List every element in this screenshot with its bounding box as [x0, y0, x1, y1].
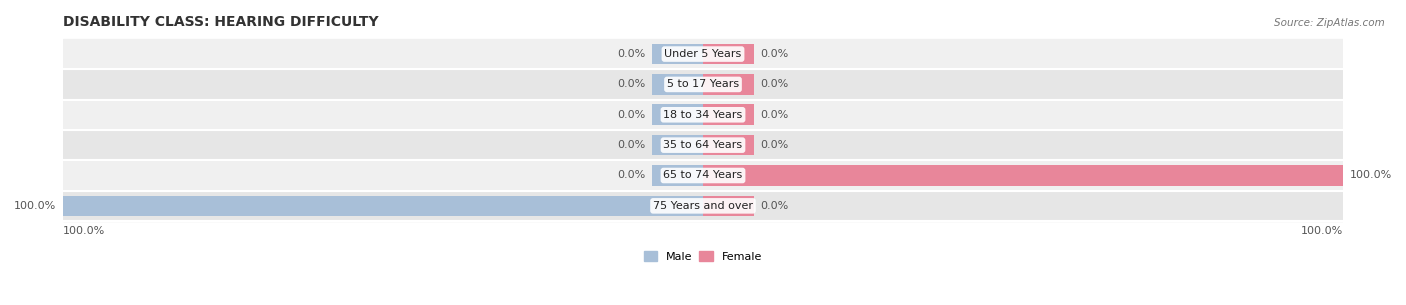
Bar	[63, 196, 703, 216]
Bar	[63, 160, 1343, 191]
Bar	[63, 191, 1343, 221]
Bar	[652, 74, 703, 95]
Text: 5 to 17 Years: 5 to 17 Years	[666, 79, 740, 89]
Text: 100.0%: 100.0%	[1301, 226, 1343, 235]
Bar	[63, 130, 1343, 160]
Bar	[703, 196, 754, 216]
Bar	[703, 104, 754, 125]
Text: 0.0%: 0.0%	[761, 201, 789, 211]
Bar	[63, 39, 1343, 69]
Legend: Male, Female: Male, Female	[644, 251, 762, 262]
Bar	[63, 69, 1343, 100]
Bar	[703, 165, 1343, 186]
Text: 0.0%: 0.0%	[617, 110, 645, 120]
Text: 100.0%: 100.0%	[63, 226, 105, 235]
Bar	[703, 74, 754, 95]
Text: 100.0%: 100.0%	[14, 201, 56, 211]
Text: 100.0%: 100.0%	[1350, 170, 1392, 181]
Text: DISABILITY CLASS: HEARING DIFFICULTY: DISABILITY CLASS: HEARING DIFFICULTY	[63, 15, 378, 29]
Text: 0.0%: 0.0%	[761, 49, 789, 59]
Bar	[652, 104, 703, 125]
Text: 0.0%: 0.0%	[761, 140, 789, 150]
Text: 0.0%: 0.0%	[761, 110, 789, 120]
Text: 0.0%: 0.0%	[617, 170, 645, 181]
Bar	[703, 44, 754, 64]
Bar	[703, 135, 754, 156]
Text: 65 to 74 Years: 65 to 74 Years	[664, 170, 742, 181]
Text: Source: ZipAtlas.com: Source: ZipAtlas.com	[1274, 18, 1385, 28]
Text: 35 to 64 Years: 35 to 64 Years	[664, 140, 742, 150]
Bar	[652, 165, 703, 186]
Text: 0.0%: 0.0%	[617, 79, 645, 89]
Text: 18 to 34 Years: 18 to 34 Years	[664, 110, 742, 120]
Text: 75 Years and over: 75 Years and over	[652, 201, 754, 211]
Text: 0.0%: 0.0%	[617, 49, 645, 59]
Bar	[63, 100, 1343, 130]
Text: 0.0%: 0.0%	[617, 140, 645, 150]
Text: Under 5 Years: Under 5 Years	[665, 49, 741, 59]
Bar	[652, 44, 703, 64]
Text: 0.0%: 0.0%	[761, 79, 789, 89]
Bar	[652, 135, 703, 156]
